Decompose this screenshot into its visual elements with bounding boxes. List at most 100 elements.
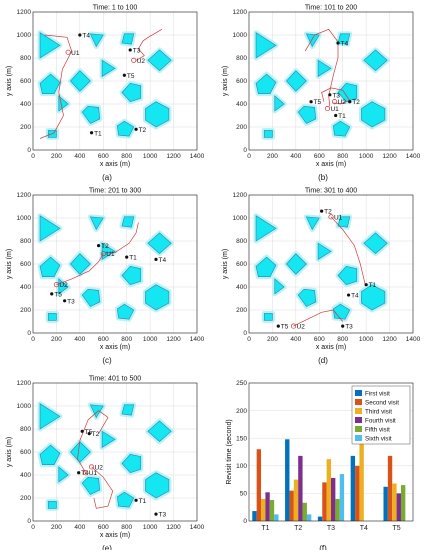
uav-trajectory (105, 222, 139, 253)
bar-t1-6 (274, 514, 279, 521)
obstacle (101, 242, 116, 260)
uav-marker (83, 470, 89, 476)
bar-t3-1 (317, 516, 323, 521)
x-tick-label: 400 (290, 153, 301, 160)
y-tick-label: 100 (236, 463, 247, 470)
bar-t1-1 (252, 511, 257, 521)
x-tick-label: 800 (121, 336, 132, 343)
target-label: T3 (332, 92, 340, 99)
target-label: T5 (85, 429, 93, 436)
y-tick-label: 1200 (17, 380, 32, 387)
bar-t4-3 (359, 439, 364, 521)
bar-t4-2 (355, 465, 360, 521)
y-tick-label: 200 (20, 495, 31, 502)
bar-t3-2 (322, 482, 327, 521)
obstacle (101, 59, 116, 77)
x-tick-label: 1200 (382, 153, 397, 160)
legend-swatch (355, 399, 362, 405)
plot-frame (32, 11, 198, 151)
panel-caption: (b) (318, 173, 328, 182)
legend-swatch (355, 426, 362, 432)
x-tick-label: 0 (31, 153, 35, 160)
obstacle (361, 284, 386, 311)
obstacle (58, 95, 69, 112)
x-tick-label: 400 (74, 524, 85, 531)
target-label: T3 (67, 298, 75, 305)
target-marker (128, 48, 132, 52)
y-tick-label: 800 (20, 55, 31, 62)
bar-t1-3 (261, 498, 266, 521)
y-tick-label: 50 (240, 491, 248, 498)
bar-t5-2 (387, 455, 393, 521)
x-tick-label: T4 (360, 525, 368, 532)
y-tick-label: 800 (20, 426, 31, 433)
y-tick-label: 600 (20, 261, 31, 268)
legend-entry: First visit (365, 391, 390, 398)
legend-entry: Third visit (365, 409, 392, 416)
obstacle (121, 265, 142, 286)
plot-frame (248, 382, 414, 522)
uav-trajectory (56, 253, 104, 286)
target-marker (134, 127, 138, 131)
x-tick-label: 800 (337, 336, 348, 343)
uav-label: U2 (59, 282, 68, 289)
bar-t1-4 (265, 492, 270, 521)
target-label: T1 (338, 113, 346, 120)
obstacle (81, 476, 101, 495)
x-tick-label: 200 (267, 336, 278, 343)
y-tick-label: 0 (27, 330, 31, 337)
bar-t1-5 (269, 500, 275, 521)
uav-label: U2 (95, 464, 104, 471)
x-axis-label: x axis (m) (100, 161, 130, 168)
x-tick-label: 1000 (143, 153, 158, 160)
obstacle (255, 32, 277, 59)
y-tick-label: 1200 (233, 192, 248, 199)
target-label: T4 (82, 33, 90, 40)
x-tick-label: 1200 (382, 336, 397, 343)
target-marker (154, 512, 158, 516)
plot-frame (32, 194, 198, 334)
bar-t5-5 (400, 485, 406, 521)
y-tick-label: 0 (243, 518, 247, 525)
y-tick-label: 1000 (233, 215, 248, 222)
obstacle (70, 253, 91, 275)
target-marker (309, 100, 313, 104)
uav-trajectory (77, 410, 109, 473)
x-tick-label: 0 (31, 336, 35, 343)
obstacle (117, 120, 135, 137)
x-tick-label: 0 (247, 336, 251, 343)
obstacle (286, 70, 307, 92)
obstacle (255, 73, 277, 94)
map-panel-4: T1 T2 T3 T4 T5 U1 U2 0 200 400 600 800 1000 1200 1400 0… (222, 188, 421, 366)
legend-swatch (355, 417, 362, 423)
bar-t3-5 (335, 498, 340, 521)
panel-caption: (c) (102, 356, 112, 365)
uav-marker (290, 323, 297, 329)
obstacle (121, 216, 135, 228)
y-tick-label: 0 (243, 330, 247, 337)
target-marker (154, 257, 158, 261)
bar-t2-2 (289, 490, 294, 521)
legend-swatch (355, 435, 362, 441)
uav-marker (131, 57, 137, 63)
legend-swatch (355, 408, 362, 414)
target-label: T1 (94, 130, 102, 137)
y-tick-label: 600 (20, 449, 31, 456)
target-marker (276, 324, 280, 328)
target-label: T5 (281, 324, 289, 331)
target-marker (50, 292, 54, 296)
x-axis-label: x axis (m) (316, 161, 346, 168)
y-tick-label: 800 (20, 238, 31, 245)
target-marker (328, 93, 332, 97)
target-marker (77, 471, 81, 475)
target-marker (89, 131, 94, 135)
bar-t5-1 (383, 486, 388, 521)
y-tick-label: 250 (236, 380, 247, 387)
y-tick-label: 600 (236, 261, 247, 268)
y-tick-label: 200 (236, 124, 247, 131)
target-marker (346, 293, 351, 297)
obstacle (317, 59, 332, 77)
obstacle (101, 430, 116, 448)
obstacle (337, 82, 358, 103)
